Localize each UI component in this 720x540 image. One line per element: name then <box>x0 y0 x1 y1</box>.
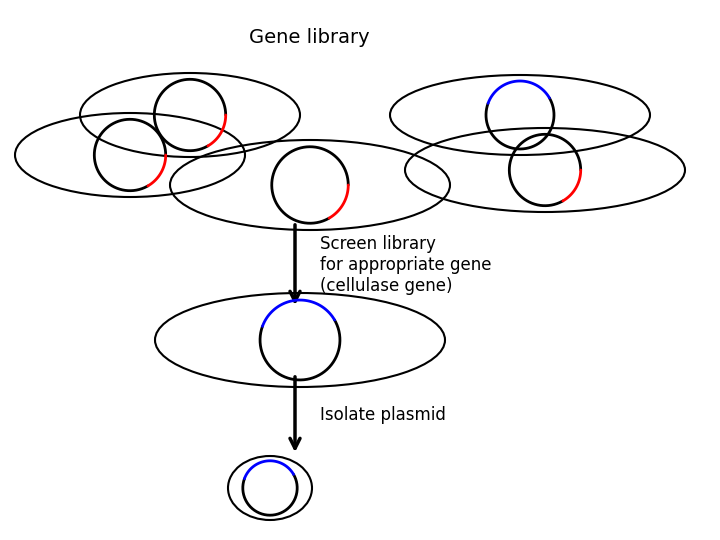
Text: Screen library
for appropriate gene
(cellulase gene): Screen library for appropriate gene (cel… <box>320 235 492 295</box>
Text: Gene library: Gene library <box>249 28 370 47</box>
Text: Isolate plasmid: Isolate plasmid <box>320 406 446 424</box>
